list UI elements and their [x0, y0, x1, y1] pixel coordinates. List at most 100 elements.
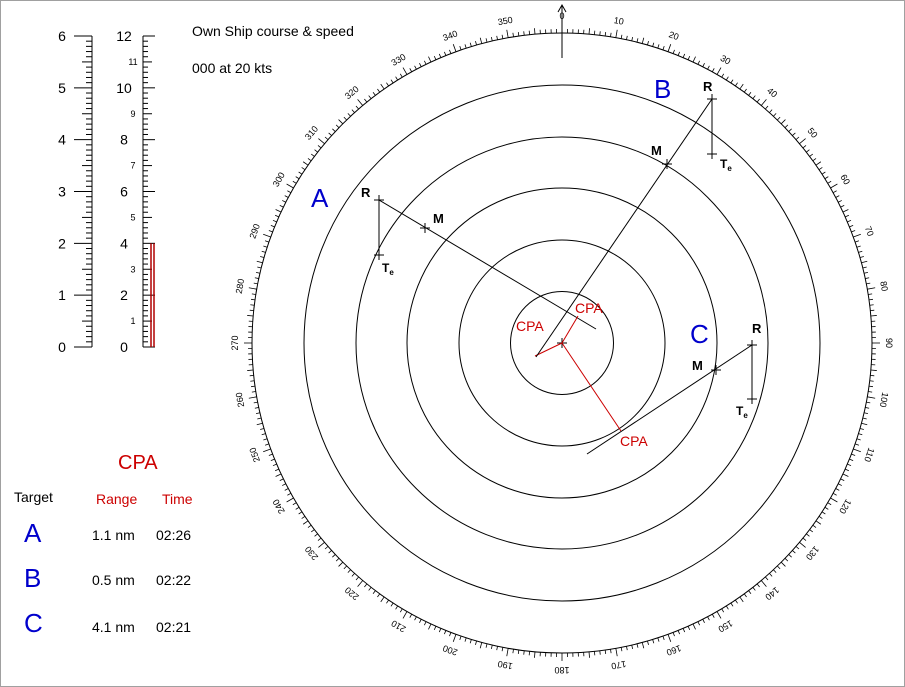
bearing-tick: [324, 546, 329, 550]
bearing-label: 90: [884, 338, 894, 348]
bearing-tick: [452, 634, 457, 642]
bearing-tick: [268, 453, 273, 456]
bearing-label: 110: [862, 446, 876, 463]
bearing-tick: [317, 537, 322, 541]
range-ring: [303, 84, 821, 602]
right-scale-minor-label: 7: [130, 161, 135, 171]
bearing-tick: [835, 195, 840, 198]
bearing-tick: [657, 44, 660, 49]
bearing-tick: [868, 293, 873, 295]
bearing-label: 230: [303, 544, 320, 562]
bearing-tick: [433, 55, 437, 60]
bearing-tick: [251, 298, 256, 301]
table-row-time: 02:21: [156, 619, 192, 635]
bearing-label: 250: [247, 446, 262, 464]
bearing-tick: [423, 621, 427, 626]
bearing-label: 220: [343, 585, 361, 602]
bearing-tick: [743, 593, 747, 598]
bearing-tick: [862, 266, 867, 269]
bearing-tick: [351, 573, 355, 577]
bearing-tick: [854, 443, 860, 446]
bearing-tick: [419, 63, 422, 67]
bearing-tick: [707, 616, 710, 621]
bearing-label: 20: [667, 29, 680, 42]
table-row-target: A: [24, 518, 42, 548]
bearing-label: 200: [441, 643, 459, 658]
bearing-tick: [604, 649, 607, 654]
bearing-tick: [419, 619, 422, 623]
bearing-tick: [328, 132, 332, 136]
target-c-r-label: R: [752, 321, 762, 336]
bearing-tick: [815, 161, 822, 166]
bearing-tick: [735, 82, 738, 87]
bearing-tick: [865, 407, 870, 409]
bearing-tick: [260, 428, 265, 430]
bearing-tick: [867, 287, 876, 290]
bearing-tick: [295, 176, 300, 180]
bearing-tick: [838, 483, 842, 486]
bearing-tick: [253, 401, 258, 404]
bearing-tick: [409, 613, 413, 618]
bearing-tick: [501, 34, 504, 39]
bearing-tick: [357, 99, 364, 106]
own-ship-value: 000 at 20 kts: [192, 60, 273, 76]
bearing-tick: [355, 105, 359, 110]
bearing-tick: [832, 190, 837, 194]
bearing-tick: [517, 32, 520, 37]
bearing-tick: [257, 266, 262, 269]
bearing-tick: [854, 240, 860, 243]
bearing-tick: [485, 38, 488, 43]
bearing-tick: [682, 53, 686, 58]
bearing-tick: [818, 516, 823, 519]
bearing-tick: [861, 260, 868, 264]
bearing-tick: [739, 596, 744, 603]
bearing-tick: [399, 608, 403, 613]
bearing-tick: [390, 602, 394, 607]
bearing-tick: [469, 639, 472, 644]
bearing-tick: [830, 183, 838, 189]
right-scale-label: 0: [120, 339, 128, 355]
bearing-tick: [765, 576, 769, 581]
bearing-tick: [274, 214, 279, 218]
target-c-cpa-label: CPA: [620, 433, 648, 449]
bearing-tick: [295, 506, 300, 510]
bearing-tick: [496, 35, 498, 40]
bearing-tick: [248, 287, 257, 290]
bearing-label: 70: [863, 225, 876, 238]
bearing-tick: [268, 230, 273, 233]
bearing-label: 100: [878, 392, 890, 409]
bearing-tick: [302, 161, 309, 166]
bearing-label: 150: [716, 618, 734, 634]
bearing-tick: [868, 298, 873, 301]
bearing-tick: [842, 473, 849, 477]
bearing-tick: [631, 36, 634, 42]
bearing-label: 290: [247, 222, 262, 240]
bearing-tick: [409, 68, 413, 73]
bearing-tick: [301, 167, 306, 170]
bearing-tick: [827, 180, 832, 184]
table-row-target: B: [24, 563, 42, 593]
bearing-label: 280: [234, 278, 246, 295]
bearing-tick: [849, 458, 854, 461]
bearing-tick: [377, 593, 381, 598]
bearing-tick: [821, 171, 826, 175]
bearing-tick: [501, 647, 504, 652]
bearing-tick: [292, 502, 297, 506]
bearing-tick: [748, 590, 752, 595]
bearing-tick: [351, 109, 355, 113]
own-ship-label: Own Ship course & speed: [192, 23, 354, 39]
bearing-tick: [809, 529, 814, 533]
bearing-tick: [512, 649, 514, 654]
bearing-tick: [324, 136, 329, 140]
bearing-label: 350: [497, 15, 514, 27]
bearing-tick: [414, 616, 417, 621]
bearing-tick: [464, 44, 467, 49]
bearing-tick: [475, 640, 477, 645]
bearing-label: 300: [271, 170, 287, 188]
bearing-tick: [414, 65, 417, 70]
bearing-tick: [610, 649, 612, 654]
target-b-cpa-line: [561, 315, 579, 344]
target-te-label: Te: [720, 157, 732, 173]
bearing-tick: [799, 541, 806, 548]
bearing-tick: [449, 49, 452, 54]
